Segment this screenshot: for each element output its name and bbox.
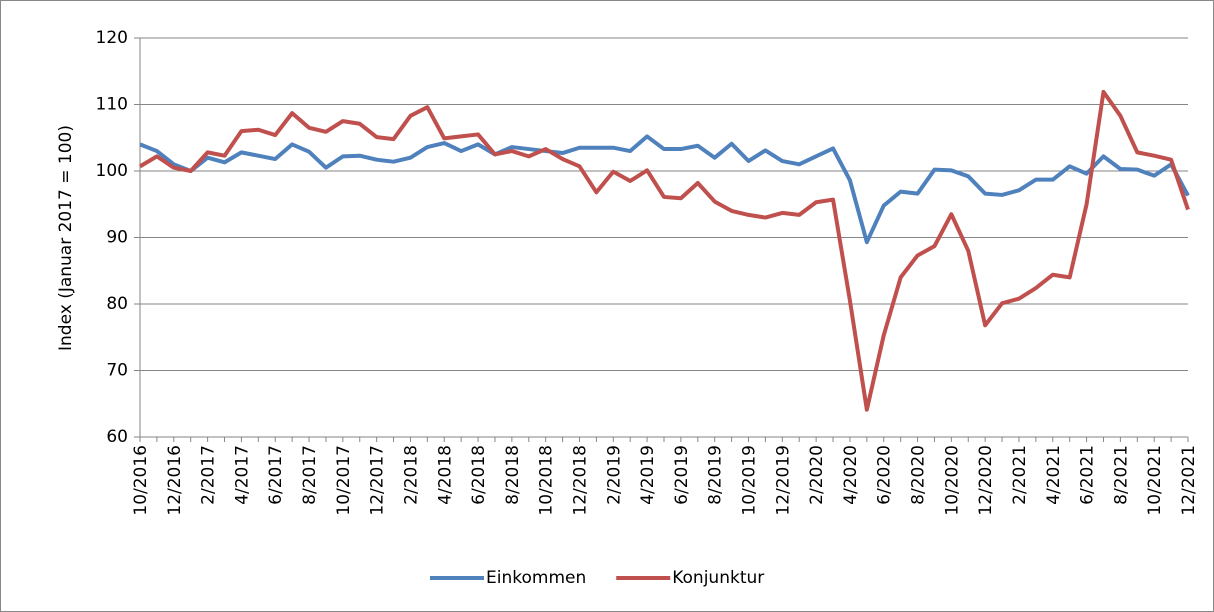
x-tick-label: 4/2019	[638, 445, 658, 505]
x-tick-label: 10/2016	[131, 445, 151, 516]
x-tick-label: 6/2017	[266, 445, 286, 505]
x-tick-label: 2/2020	[807, 445, 827, 505]
x-tick-label: 2/2019	[604, 445, 624, 505]
x-tick-label: 4/2018	[435, 445, 455, 505]
x-tick-label: 12/2019	[773, 445, 793, 516]
legend-label: Einkommen	[486, 568, 586, 588]
x-tick-label: 2/2018	[401, 445, 421, 505]
y-tick-label: 90	[106, 228, 128, 248]
x-tick-label: 2/2017	[199, 445, 219, 505]
x-tick-label: 12/2020	[976, 445, 996, 516]
x-tick-label: 4/2021	[1044, 445, 1064, 505]
y-tick-label: 80	[106, 294, 128, 314]
y-tick-label: 110	[96, 95, 128, 115]
x-tick-label: 10/2020	[942, 445, 962, 516]
x-tick-label: 6/2019	[672, 445, 692, 505]
x-tick-label: 10/2018	[537, 445, 557, 516]
x-tick-label: 6/2020	[875, 445, 895, 505]
x-tick-label: 8/2019	[706, 445, 726, 505]
x-tick-label: 12/2021	[1179, 445, 1199, 516]
y-tick-label: 100	[96, 161, 128, 181]
x-tick-label: 4/2020	[841, 445, 861, 505]
y-axis-label: Index (Januar 2017 = 100)	[56, 125, 76, 351]
x-tick-label: 10/2021	[1145, 445, 1165, 516]
y-tick-label: 70	[106, 361, 128, 381]
y-tick-label: 120	[96, 28, 128, 48]
x-tick-label: 4/2017	[232, 445, 252, 505]
x-tick-label: 12/2017	[368, 445, 388, 516]
y-tick-label: 60	[106, 427, 128, 447]
x-tick-label: 12/2018	[570, 445, 590, 516]
x-tick-label: 8/2018	[503, 445, 523, 505]
line-series	[138, 89, 1190, 412]
x-tick-label: 8/2017	[300, 445, 320, 505]
x-tick-label: 12/2016	[165, 445, 185, 516]
x-tick-label: 6/2021	[1078, 445, 1098, 505]
line-series	[139, 134, 1190, 245]
legend-label: Konjunktur	[672, 568, 764, 588]
x-tick-label: 10/2019	[740, 445, 760, 516]
x-tick-label: 6/2018	[469, 445, 489, 505]
x-tick-label: 8/2021	[1111, 445, 1131, 505]
x-tick-label: 8/2020	[909, 445, 929, 505]
x-tick-label: 2/2021	[1010, 445, 1030, 505]
x-tick-label: 10/2017	[334, 445, 354, 516]
